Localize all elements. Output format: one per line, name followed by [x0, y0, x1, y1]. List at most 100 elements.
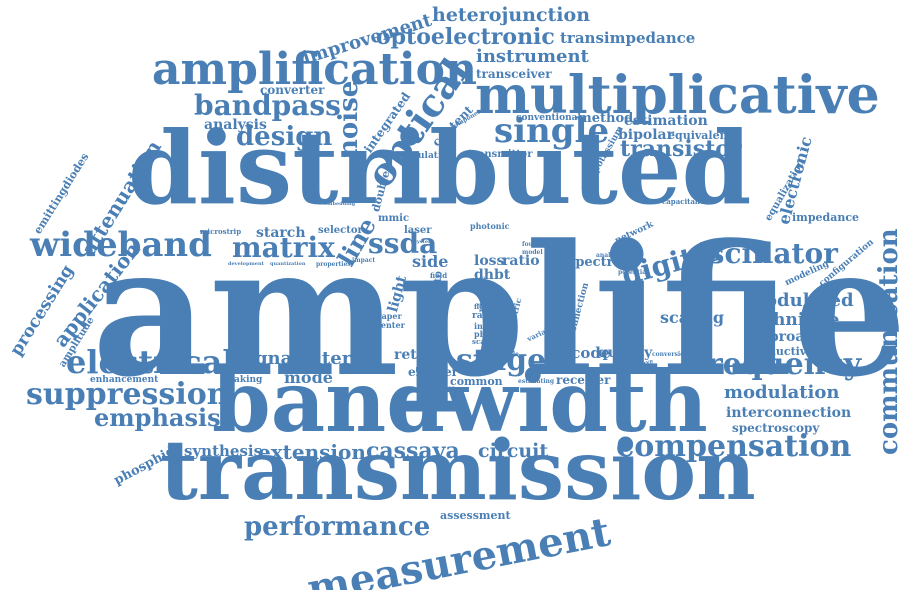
word-signal: signal — [238, 348, 300, 369]
word-heterojunction: heterojunction — [432, 4, 591, 26]
word-microstrip: microstrip — [200, 227, 242, 236]
word-approach: approach — [750, 329, 824, 345]
word-return: return — [394, 347, 445, 363]
word-synthesis: synthesis — [184, 442, 263, 460]
word-ratio: ratio — [502, 253, 540, 269]
word-scaling: scaling — [660, 308, 725, 327]
word-topologies: topologies — [420, 385, 455, 392]
word-suppression: suppression — [26, 377, 229, 412]
word-modulation: modulation — [724, 382, 840, 403]
word-radio: radio — [472, 311, 499, 321]
word-properties: properties — [316, 261, 351, 268]
word-pulse: pulse — [474, 285, 493, 292]
word-simulation: simulation — [400, 151, 454, 161]
word-multiplicative: multiplicative — [475, 65, 880, 126]
word-oscillator: oscillator — [690, 237, 838, 270]
word-system: system — [414, 239, 434, 245]
word-embedding: embedding — [324, 201, 356, 207]
word-starch: starch — [256, 225, 306, 241]
word-bandpass: bandpass — [194, 89, 341, 122]
word-relationship: relationship — [700, 239, 748, 248]
word-path: path — [426, 313, 444, 322]
word-inductive: inductive — [756, 345, 814, 358]
word-distributed: distributed — [128, 109, 752, 227]
word-spectroscopy: spectroscopy — [732, 421, 820, 435]
word-potential: potential — [618, 269, 649, 276]
word-frequency: frequency — [694, 347, 862, 382]
word-single: single — [494, 111, 610, 151]
word-analysis: analysis — [204, 117, 267, 133]
word-selector: selector — [318, 225, 363, 236]
word-input: input — [474, 321, 498, 331]
word-circuit: circuit — [478, 440, 549, 462]
word-capacitance: capacitance — [662, 197, 709, 206]
word-enhancement: enhancement — [90, 375, 159, 385]
word-model: model — [522, 249, 543, 256]
word-quality: quality — [598, 345, 653, 361]
word-conventional: conventional — [516, 113, 581, 123]
word-cascaded: cascaded — [361, 290, 375, 352]
word-impedance: impedance — [792, 211, 860, 224]
word-transceiver: transceiver — [476, 67, 552, 81]
word-emittingdiodes: emittingdiodes — [31, 150, 92, 237]
word-common: common — [450, 375, 503, 388]
word-conversion: conversion — [652, 351, 689, 358]
word-cascode: cascode — [544, 344, 611, 362]
word-filter: filter — [302, 348, 352, 369]
word-test: test — [430, 279, 445, 288]
word-adjustable: adjustable — [484, 351, 519, 358]
word-emitter: emitter — [408, 365, 458, 379]
word-communication: communication — [874, 228, 900, 455]
word-field: field — [430, 271, 448, 280]
word-receiver: receiver — [556, 373, 611, 387]
word-estimation: estimation — [624, 113, 708, 129]
word-electrical: electrical — [66, 343, 235, 381]
word-impact: impact — [352, 257, 376, 264]
word-estimating: estimating — [518, 378, 555, 385]
word-loss: loss — [474, 253, 505, 269]
word-bipolar: bipolar — [618, 127, 674, 143]
word-phase: phase — [474, 329, 501, 339]
word-assessment: assessment — [440, 509, 511, 522]
word-ssda: ssda — [368, 227, 438, 260]
word-wideband: wideband — [30, 225, 212, 265]
word-technique: technique — [744, 310, 840, 330]
word-transmission: transmission — [160, 423, 756, 519]
word-data: data — [426, 305, 444, 314]
word-analytical: analytical — [596, 252, 629, 259]
word-spectral: spectral — [568, 255, 627, 270]
word-transmitter: transmitter — [468, 149, 533, 160]
word-instrument: instrument — [476, 46, 589, 67]
word-figure: figure — [474, 302, 498, 311]
word-equivalent: equivalent — [668, 129, 733, 142]
word-method: method — [578, 111, 634, 126]
word-peaking: peaking — [222, 375, 263, 385]
word-transimpedance: transimpedance — [560, 29, 696, 47]
word-quantization: quantization — [270, 261, 306, 267]
word-stage: stage — [456, 343, 547, 378]
word-transistor: transistor — [620, 136, 742, 162]
word-compensation: compensation — [616, 429, 852, 464]
word-testing: testing — [546, 319, 570, 326]
word-emphasis: emphasis — [94, 403, 221, 432]
word-noise: noise — [334, 80, 364, 158]
word-interconnection: interconnection — [726, 405, 852, 421]
word-mmic: mmic — [378, 213, 410, 224]
word-foundry: foundry — [522, 241, 549, 248]
word-design: design — [236, 122, 333, 152]
word-laser: laser — [404, 225, 432, 236]
word-paper: paper — [376, 311, 402, 321]
word-photonic: photonic — [470, 221, 510, 231]
word-performance: performance — [244, 512, 431, 542]
word-converter: converter — [260, 83, 325, 97]
word-matrix: matrix — [232, 231, 335, 264]
word-scalar: scalar — [472, 337, 496, 346]
word-dhbt: dhbt — [474, 267, 511, 283]
word-extension: extension — [258, 440, 366, 464]
word-amplifier: amplifier — [92, 206, 900, 417]
word-development: development — [228, 261, 264, 267]
word-optoelectronic: optoelectronic — [376, 24, 555, 50]
word-cassava: cassava — [366, 438, 460, 464]
word-mode: mode — [284, 368, 333, 387]
